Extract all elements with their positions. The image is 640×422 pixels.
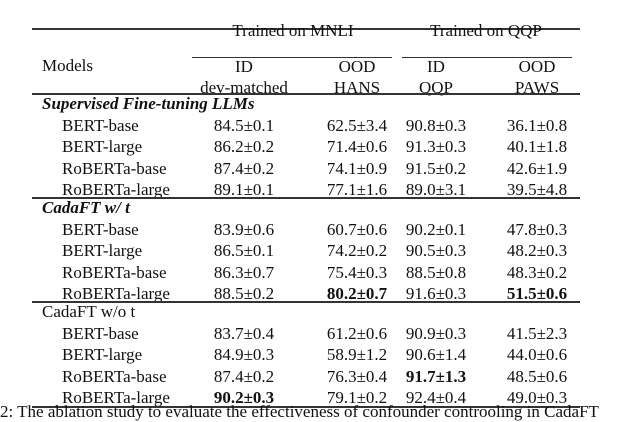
table-cell: 77.1±1.6 [326,180,388,199]
model-name: BERT-large [62,345,143,364]
model-name: RoBERTa-base [62,262,167,282]
table-cell: 86.5±0.1 [213,241,275,260]
table-cell: 48.3±0.2 [506,262,568,282]
table-cell: 74.2±0.2 [326,241,388,260]
table-cell: 60.7±0.6 [326,219,388,239]
group-header-mnli: Trained on MNLI [232,21,354,40]
table-cell: 90.2±0.1 [405,219,467,239]
table-cell: 44.0±0.6 [506,345,568,364]
col-header: dev-matched [200,78,288,97]
mnli-subrule [192,57,392,58]
table-cell: 91.5±0.2 [405,158,467,178]
section-title: Supervised Fine-tuning LLMs [42,94,255,113]
table-cell: 40.1±1.8 [506,137,568,156]
table-cell: 48.5±0.6 [506,366,568,386]
section-rule [32,301,580,303]
table-cell: 89.0±3.1 [405,180,467,199]
col-header: ID [235,57,253,76]
table-cell: 91.6±0.3 [405,284,467,303]
top-rule [32,28,580,30]
table-cell: 86.3±0.7 [213,262,275,282]
table-cell: 75.4±0.3 [326,262,388,282]
section-rule [32,93,580,95]
table-cell: 80.2±0.7 [326,284,388,303]
table-cell: 91.7±1.3 [405,366,467,386]
model-name: BERT-base [62,219,139,239]
model-name: BERT-large [62,137,143,156]
table-cell: 51.5±0.6 [506,284,568,303]
table-cell: 84.9±0.3 [213,345,275,364]
model-name: BERT-base [62,323,139,343]
table-cell: 48.2±0.3 [506,241,568,260]
table-cell: 87.4±0.2 [213,158,275,178]
section-title: CadaFT w/ t [42,198,130,217]
table-cell: 90.8±0.3 [405,115,467,135]
model-name: BERT-large [62,241,143,260]
models-header: Models [42,56,93,75]
col-header: OOD [338,57,376,76]
table-cell: 79.1±0.2 [326,388,388,407]
table-cell: 62.5±3.4 [326,115,388,135]
table-cell: 61.2±0.6 [326,323,388,343]
table-cell: 58.9±1.2 [326,345,388,364]
table-cell: 49.0±0.3 [506,388,568,407]
model-name: RoBERTa-large [62,388,170,407]
table-cell: 83.9±0.6 [213,219,275,239]
table-cell: 47.8±0.3 [506,219,568,239]
bottom-rule [32,406,580,408]
table-cell: 71.4±0.6 [326,137,388,156]
table-cell: 39.5±4.8 [506,180,568,199]
table-cell: 92.4±0.4 [405,388,467,407]
table-caption: 2: The ablation study to evaluate the ef… [0,402,599,421]
table-cell: 90.6±1.4 [405,345,467,364]
table-cell: 84.5±0.1 [213,115,275,135]
qqp-subrule [402,57,572,58]
table-cell: 91.3±0.3 [405,137,467,156]
col-header: PAWS [514,78,560,97]
model-name: RoBERTa-base [62,366,167,386]
col-header: QQP [418,78,454,97]
col-header: ID [427,57,445,76]
table-cell: 88.5±0.8 [405,262,467,282]
model-name: RoBERTa-large [62,180,170,199]
model-name: BERT-base [62,115,139,135]
table-cell: 87.4±0.2 [213,366,275,386]
table-cell: 90.5±0.3 [405,241,467,260]
model-name: RoBERTa-base [62,158,167,178]
table-cell: 90.9±0.3 [405,323,467,343]
table-cell: 74.1±0.9 [326,158,388,178]
table-cell: 86.2±0.2 [213,137,275,156]
section-rule [32,197,580,199]
table-cell: 41.5±2.3 [506,323,568,343]
table-cell: 89.1±0.1 [213,180,275,199]
table-cell: 36.1±0.8 [506,115,568,135]
group-header-qqp: Trained on QQP [430,21,542,40]
table-cell: 83.7±0.4 [213,323,275,343]
table-cell: 42.6±1.9 [506,158,568,178]
table-cell: 88.5±0.2 [213,284,275,303]
table-cell: 76.3±0.4 [326,366,388,386]
col-header: HANS [333,78,381,97]
section-title: CadaFT w/o t [42,302,136,321]
col-header: OOD [518,57,556,76]
table-cell: 90.2±0.3 [213,388,275,407]
model-name: RoBERTa-large [62,284,170,303]
